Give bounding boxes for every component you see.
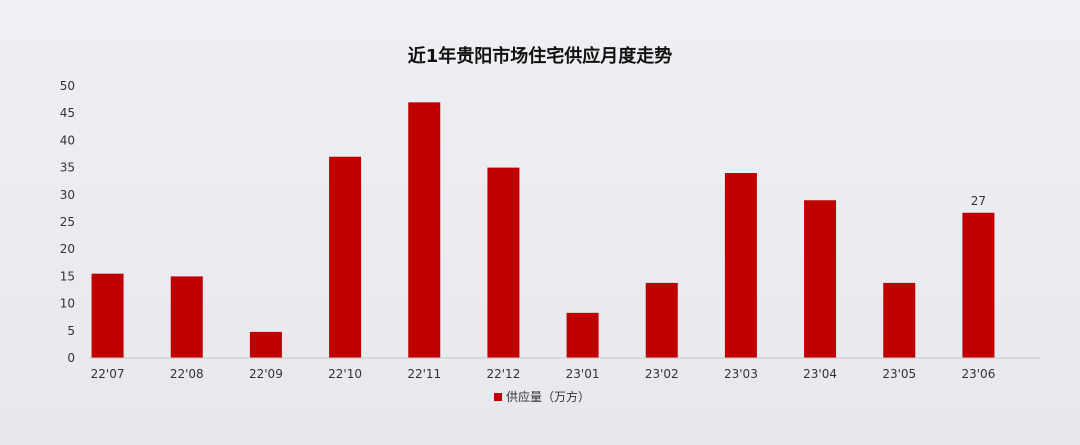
x-tick-label: 23'02 (645, 367, 679, 381)
x-tick-label: 23'03 (724, 367, 758, 381)
y-tick-label: 45 (60, 106, 75, 120)
y-tick-label: 25 (60, 215, 75, 229)
y-tick-label: 30 (60, 188, 75, 202)
legend: 供应量（万方） (494, 389, 590, 404)
x-tick-label: 22'10 (328, 367, 362, 381)
x-tick-label: 22'11 (407, 367, 441, 381)
y-tick-label: 10 (60, 297, 75, 311)
x-axis: 22'07 22'08 22'09 22'10 22'11 22'12 23'01 23'02… (90, 357, 1040, 381)
chart-title: 近1年贵阳市场住宅供应月度走势 (408, 45, 673, 67)
bar (170, 276, 203, 358)
bar (883, 282, 916, 358)
bar (645, 282, 678, 358)
y-tick-label: 5 (67, 324, 75, 338)
y-tick-label: 35 (60, 161, 75, 175)
bar (329, 156, 362, 358)
bar (249, 331, 282, 358)
bar (91, 273, 124, 358)
legend-label: 供应量（万方） (506, 389, 590, 404)
y-tick-label: 15 (60, 269, 75, 283)
x-tick-label: 23'01 (566, 367, 600, 381)
bar (804, 200, 837, 358)
y-tick-label: 40 (60, 133, 75, 147)
bar (566, 312, 599, 358)
x-tick-label: 23'04 (803, 367, 837, 381)
y-tick-label: 0 (67, 351, 75, 365)
bar (408, 102, 441, 358)
x-tick-label: 22'08 (170, 367, 204, 381)
x-tick-label: 23'06 (961, 367, 995, 381)
data-label: 27 (971, 194, 986, 208)
bars-group (91, 102, 995, 358)
y-tick-label: 20 (60, 242, 75, 256)
y-axis: 0 5 10 15 20 25 30 35 40 45 50 (60, 79, 75, 365)
data-labels-group: 27 (971, 194, 986, 208)
y-tick-label: 50 (60, 79, 75, 93)
bar (962, 212, 995, 358)
x-tick-label: 23'05 (882, 367, 916, 381)
x-tick-label: 22'07 (91, 367, 125, 381)
legend-swatch (494, 393, 502, 401)
x-tick-label: 22'12 (486, 367, 520, 381)
bar (487, 167, 520, 358)
bar (724, 173, 757, 358)
x-tick-label: 22'09 (249, 367, 283, 381)
